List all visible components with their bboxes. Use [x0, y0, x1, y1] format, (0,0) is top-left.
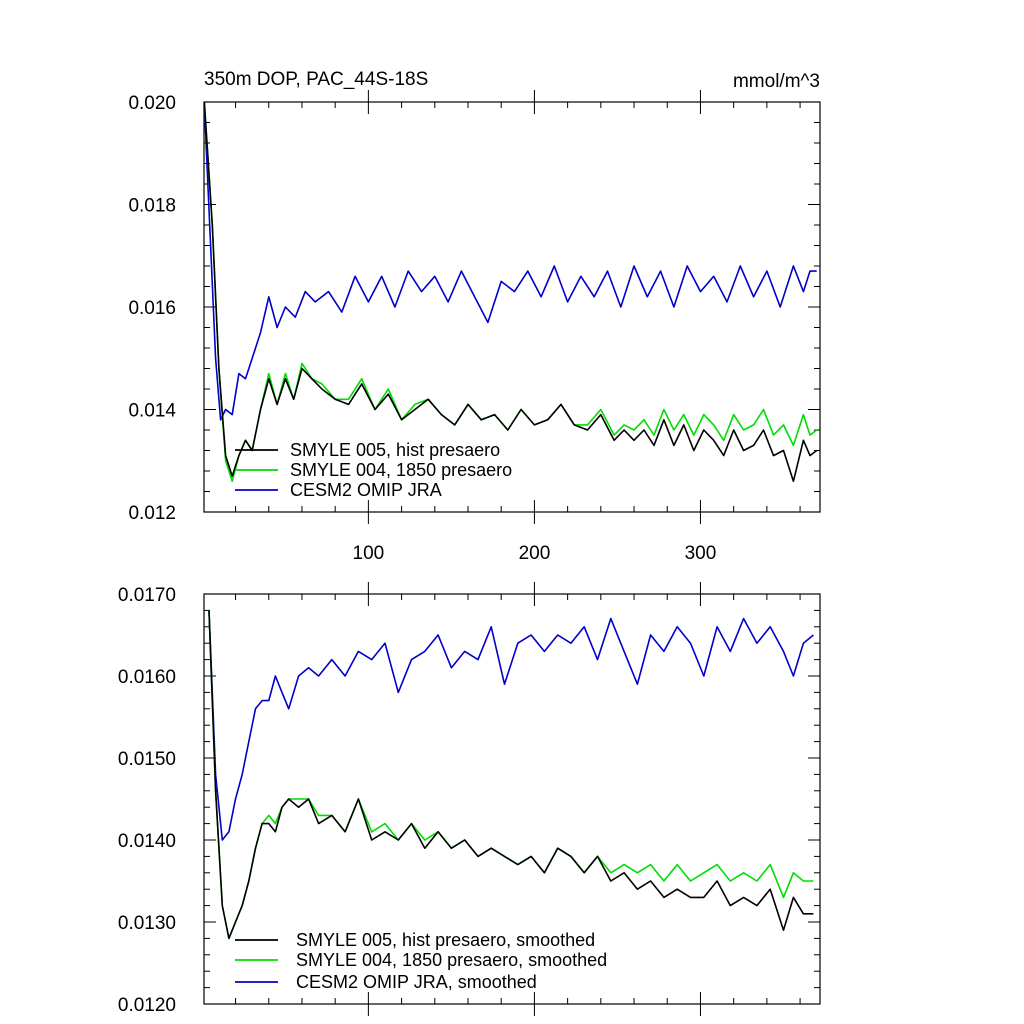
y-tick-label: 0.0140 — [118, 831, 176, 852]
y-tick-label: 0.018 — [128, 196, 176, 217]
legend-label: CESM2 OMIP JRA, smoothed — [296, 972, 537, 992]
y-tick-label: 0.0150 — [118, 749, 176, 770]
legend-label: SMYLE 004, 1850 presaero — [290, 460, 512, 480]
series-line — [204, 102, 818, 483]
legend-label: SMYLE 005, hist presaero, smoothed — [296, 930, 595, 950]
legend-label: CESM2 OMIP JRA — [290, 480, 442, 500]
series-line — [204, 102, 817, 421]
panel-top: 350m DOP, PAC_44S-18S mmol/m^3 0.012 0.01… — [128, 69, 821, 564]
x-tick-label: 100 — [353, 543, 385, 564]
y-tick-label: 0.0130 — [118, 913, 176, 934]
y-tick-label: 0.0160 — [118, 667, 176, 688]
y-tick-label: 0.016 — [128, 298, 176, 319]
legend-label: SMYLE 005, hist presaero — [290, 440, 500, 460]
y-tick-label: 0.020 — [128, 93, 176, 114]
panel-bottom: 0.0120 0.0130 0.0140 0.0150 0.0160 0.0170 SMYL… — [118, 582, 821, 1016]
y-tick-label: 0.0170 — [118, 585, 176, 606]
legend-label: SMYLE 004, 1850 presaero, smoothed — [296, 950, 607, 970]
series-line — [208, 610, 814, 940]
series-line — [208, 610, 814, 940]
series-line — [208, 610, 814, 841]
x-tick-label: 200 — [519, 543, 551, 564]
y-tick-label: 0.014 — [128, 401, 176, 422]
y-tick-label: 0.0120 — [118, 995, 176, 1016]
plot-frame-bottom — [203, 593, 821, 1005]
y-tick-label: 0.012 — [128, 503, 176, 524]
chart-title: 350m DOP, PAC_44S-18S — [204, 69, 428, 90]
units-label: mmol/m^3 — [733, 71, 820, 92]
x-tick-label: 300 — [685, 543, 717, 564]
